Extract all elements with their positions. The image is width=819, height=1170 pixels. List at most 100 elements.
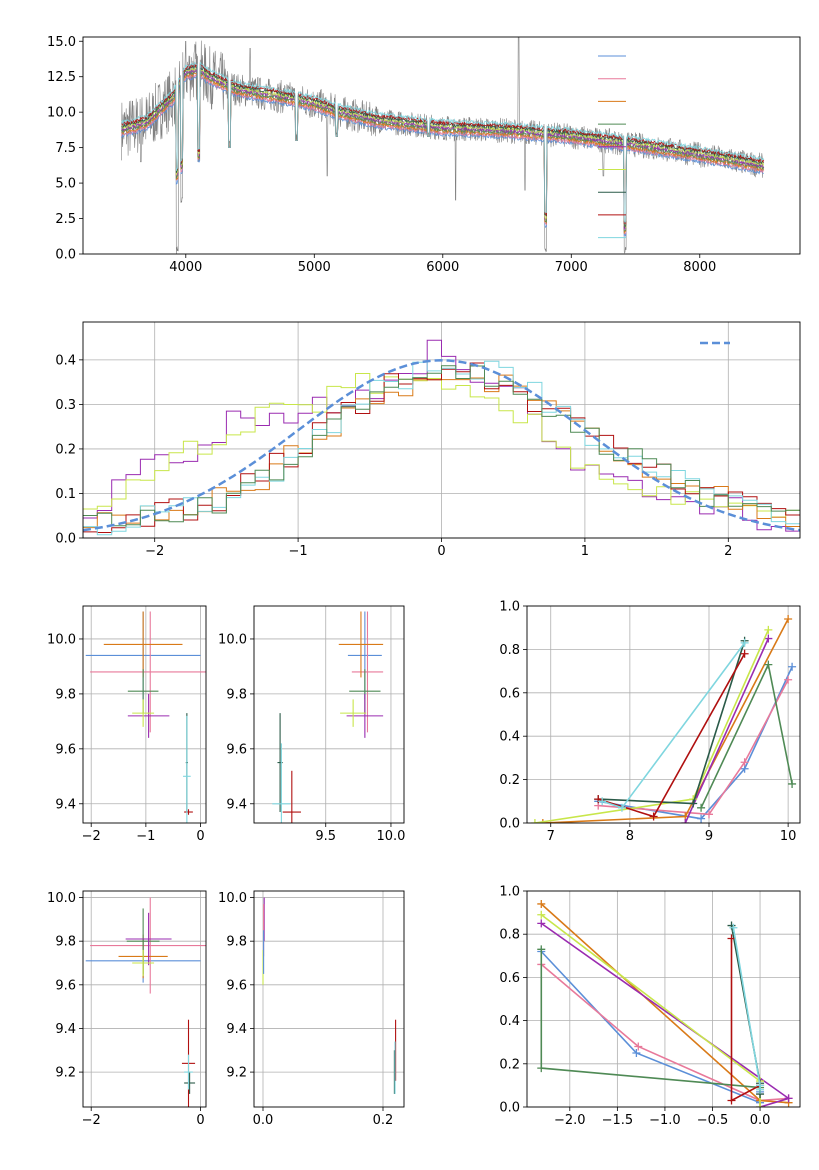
x-tick-label: −2: [82, 829, 101, 844]
axes: −2 −1 0 1 2 0.0 0.1 0.2 0.3 0.4: [55, 321, 801, 559]
weight-marker: [756, 1103, 765, 1107]
y-tick-label: 0.1: [55, 487, 76, 502]
y-tick-label: 0.2: [499, 773, 520, 788]
weight-marker: [697, 814, 706, 823]
weight-marker: [784, 615, 793, 624]
y-tick-label: 9.2: [55, 1066, 76, 1081]
y-tick-label: 9.4: [226, 797, 247, 812]
normal-curve: [83, 359, 800, 532]
panel-mass-weight-vs-Z: −2.0 −1.5 −1.0 −0.5 0.0 0.0 0.2 0.4 0.6 0.8 1.0: [499, 885, 801, 1128]
weight-marker: [598, 797, 607, 806]
y-tick-label: 0.6: [499, 686, 520, 701]
weight-marker: [617, 803, 626, 812]
weight-marker: [649, 812, 658, 821]
axes: 9.5 10.0 9.4 9.6 9.8 10.0: [218, 605, 405, 844]
y-tick-label: 0.4: [499, 1014, 520, 1029]
x-tick-label: −1: [289, 544, 308, 559]
x-tick-label: 9.5: [315, 829, 336, 844]
plot-area: [83, 891, 206, 1107]
y-tick-label: 0.8: [499, 928, 520, 943]
axes-frame: [253, 890, 405, 1108]
weight-marker: [632, 1049, 641, 1057]
marks: [530, 615, 797, 823]
panel-age-vs-Z: −2 −1 0 9.4 9.6 9.8 10.0: [47, 605, 207, 844]
x-tick-label: 8: [626, 829, 634, 844]
x-tick-label: 2: [724, 544, 732, 559]
y-tick-label: 7.5: [55, 141, 76, 156]
y-tick-label: 5.0: [55, 177, 76, 192]
y-tick-label: 9.6: [226, 742, 247, 757]
y-tick-label: 0.2: [499, 1057, 520, 1072]
weight-marker: [784, 1094, 793, 1103]
panel-mass-vs-EBV: 0.0 0.2 9.2 9.4 9.6 9.8 10.0: [218, 890, 405, 1128]
x-tick-label: 0: [196, 829, 204, 844]
x-tick-label: −1.0: [649, 1113, 681, 1128]
histogram-5: [83, 365, 800, 538]
y-tick-label: 9.6: [226, 978, 247, 993]
axes-frame: [253, 605, 405, 824]
marks: [83, 339, 800, 538]
marks: [272, 611, 384, 823]
weight-marker: [530, 819, 539, 823]
model-line-8: [121, 61, 765, 224]
plot-area: [254, 891, 404, 1107]
y-tick-label: 0.0: [55, 532, 76, 547]
marks: [121, 37, 765, 254]
weight-line-4: [684, 638, 770, 823]
y-tick-label: 9.6: [55, 978, 76, 993]
y-tick-label: 0.4: [499, 730, 520, 745]
x-tick-label: −0.5: [697, 1113, 729, 1128]
x-tick-label: 7: [547, 829, 555, 844]
x-tick-label: 0: [196, 1113, 204, 1128]
y-tick-label: 9.8: [226, 935, 247, 950]
x-tick-label: 0: [437, 544, 445, 559]
axes: 0.0 0.2 9.2 9.4 9.6 9.8 10.0: [218, 890, 405, 1128]
x-tick-label: −2: [145, 544, 164, 559]
weight-marker: [788, 662, 797, 671]
marks: [85, 897, 206, 1107]
y-tick-label: 0.8: [499, 643, 520, 658]
panel-age-vs-mass: 9.5 10.0 9.4 9.6 9.8 10.0: [218, 605, 405, 844]
weight-marker: [705, 810, 713, 819]
x-tick-label: 9: [705, 829, 713, 844]
x-tick-label: 4000: [169, 260, 202, 275]
legend: [598, 55, 626, 239]
y-tick-label: 0.0: [499, 817, 520, 832]
y-tick-label: 0.0: [499, 1101, 520, 1116]
y-tick-label: 9.6: [55, 742, 76, 757]
panel-mass-weight-vs-age: 7 8 9 10 0.0 0.2 0.4 0.6 0.8 1.0: [499, 600, 801, 844]
y-tick-label: 9.8: [55, 687, 76, 702]
axes-frame: [82, 890, 207, 1108]
weight-line-1: [540, 963, 789, 1102]
y-tick-label: 9.4: [55, 1022, 76, 1037]
gridlines: [254, 891, 404, 1107]
weight-marker: [689, 799, 698, 808]
weight-marker: [764, 634, 773, 643]
marks: [537, 899, 793, 1107]
weight-marker: [727, 934, 736, 943]
axes-frame: [82, 321, 801, 539]
panel-mass-vs-Z: −2 0 9.2 9.4 9.6 9.8 10.0: [47, 890, 207, 1128]
x-tick-label: 8000: [683, 260, 716, 275]
x-tick-label: −1.5: [602, 1113, 634, 1128]
plot-area: [83, 606, 206, 823]
y-tick-label: 0.4: [55, 353, 76, 368]
weight-marker: [729, 923, 738, 932]
y-tick-label: 10.0: [47, 632, 76, 647]
y-tick-label: 12.5: [47, 70, 76, 85]
weight-marker: [788, 779, 797, 788]
x-tick-label: 1: [581, 544, 589, 559]
y-tick-label: 9.4: [55, 797, 76, 812]
y-tick-label: 9.8: [226, 687, 247, 702]
axes: −2 −1 0 9.4 9.6 9.8 10.0: [47, 605, 207, 844]
weight-marker: [740, 638, 749, 647]
plot-area: [527, 606, 800, 823]
y-tick-label: 10.0: [218, 891, 247, 906]
weight-marker: [537, 1064, 546, 1073]
weight-marker: [537, 945, 546, 954]
x-tick-label: 5000: [298, 260, 331, 275]
weight-marker: [538, 819, 547, 823]
plot-area: [254, 606, 404, 823]
y-tick-label: 10.0: [218, 632, 247, 647]
y-tick-label: 9.4: [226, 1022, 247, 1037]
